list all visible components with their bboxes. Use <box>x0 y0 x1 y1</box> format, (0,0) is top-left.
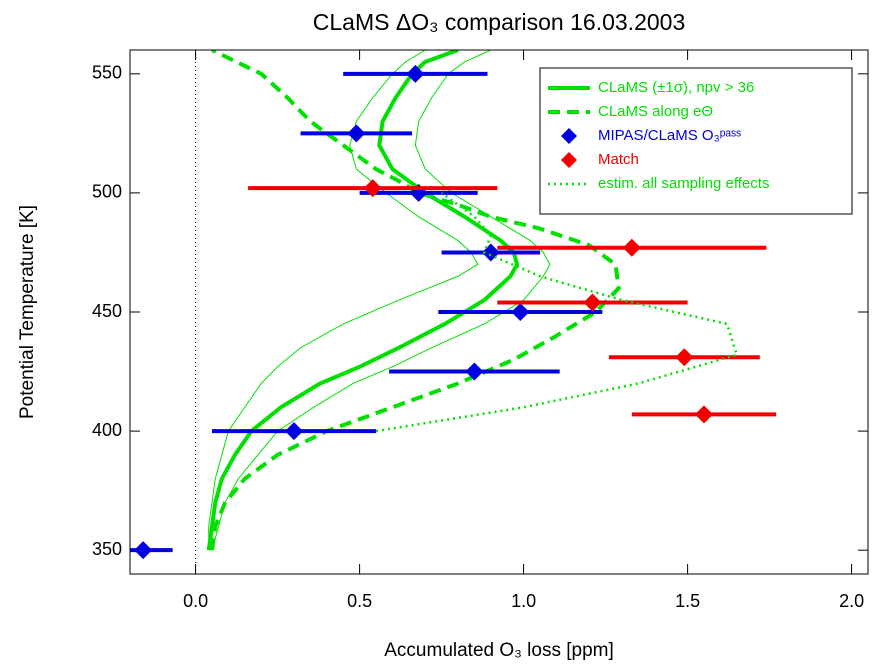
marker <box>347 124 366 143</box>
marker <box>675 348 694 367</box>
x-tick-label: 0.5 <box>347 591 372 611</box>
marker <box>695 405 713 424</box>
legend-swatch <box>561 152 577 168</box>
y-tick-label: 350 <box>92 539 122 559</box>
profile-line <box>206 50 520 551</box>
y-tick-label: 550 <box>92 63 122 83</box>
marker <box>465 362 484 381</box>
x-tick-label: 0.0 <box>183 591 208 611</box>
legend-label: MIPAS/CLaMS O₃ᵖᵃˢˢ <box>598 127 741 144</box>
sigma-line <box>211 50 551 551</box>
legend-label: CLaMS (±1σ), npv > 36 <box>598 79 754 96</box>
legend-swatch <box>561 128 577 144</box>
plot-frame <box>129 49 869 575</box>
marker <box>511 303 530 321</box>
sigma-line <box>208 50 479 551</box>
y-tick-label: 450 <box>92 301 122 321</box>
legend-label: CLaMS along eΘ <box>598 103 713 120</box>
x-axis-label: Accumulated O₃ loss [ppm] <box>384 640 614 661</box>
marker <box>622 238 641 257</box>
marker <box>363 179 382 198</box>
x-tick-label: 1.5 <box>675 591 700 611</box>
y-tick-label: 400 <box>92 420 122 440</box>
legend-label: estim. all sampling effects <box>598 175 769 192</box>
chart-title: CLaMS ΔO₃ comparison 16.03.2003 <box>313 9 685 35</box>
y-tick-label: 500 <box>92 182 122 202</box>
x-tick-label: 2.0 <box>839 591 864 611</box>
legend-box <box>539 67 853 215</box>
marker <box>285 422 303 441</box>
marker <box>406 64 425 83</box>
legend-label: Match <box>598 151 639 168</box>
marker <box>134 541 153 560</box>
y-axis-label: Potential Temperature [K] <box>17 205 38 419</box>
profile-line <box>210 50 621 551</box>
marker <box>583 293 602 312</box>
x-tick-label: 1.0 <box>511 591 536 611</box>
